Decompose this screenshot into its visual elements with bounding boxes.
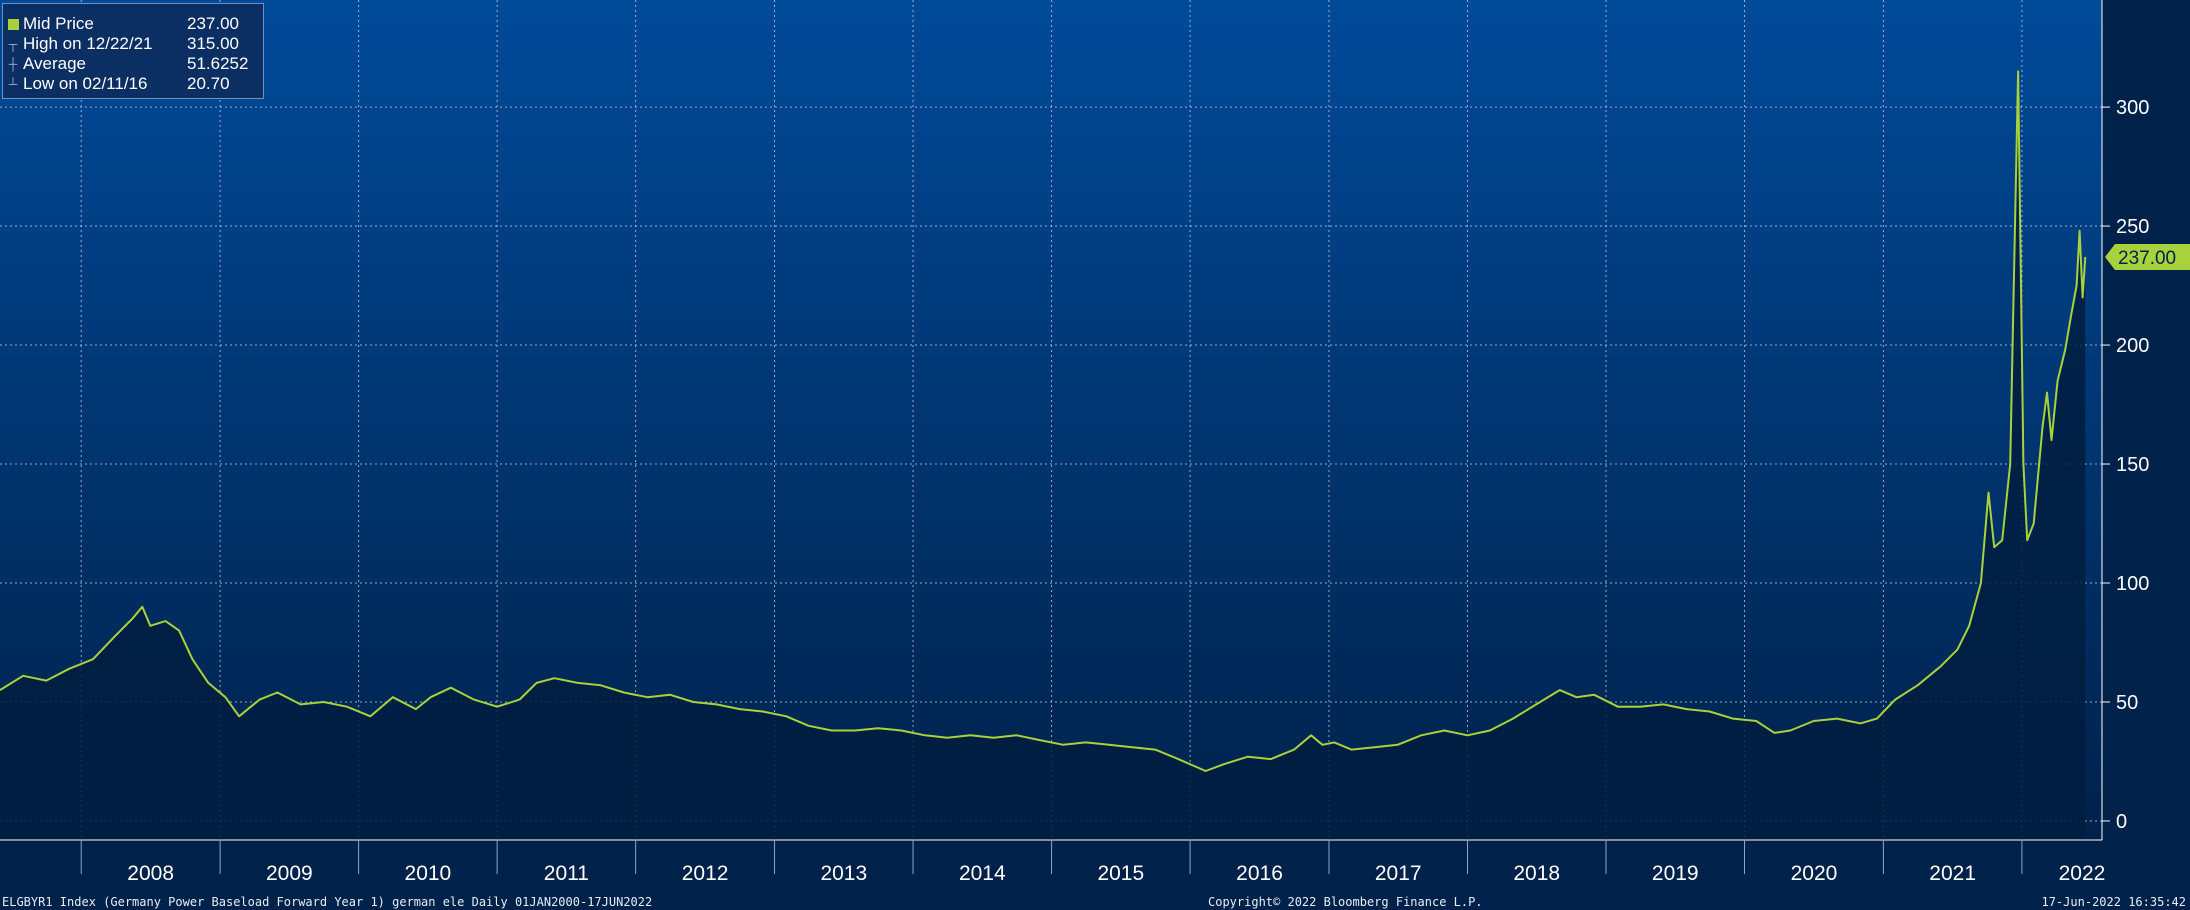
x-tick-label: 2022 <box>2059 862 2106 885</box>
legend-label: High on 12/22/21 <box>23 34 153 53</box>
square-icon <box>7 18 19 30</box>
x-tick-label: 2014 <box>959 862 1006 885</box>
y-tick-label: 100 <box>2116 573 2149 595</box>
ticker-description: ELGBYR1 Index (Germany Power Baseload Fo… <box>2 895 653 909</box>
legend-value: 237.00 <box>187 14 239 33</box>
y-tick-label: 0 <box>2116 811 2127 833</box>
legend-label: Average <box>23 54 87 73</box>
y-tick-label: 50 <box>2116 692 2138 714</box>
x-tick-label: 2021 <box>1929 862 1976 885</box>
footer-bar: ELGBYR1 Index (Germany Power Baseload Fo… <box>0 893 2190 910</box>
y-tick-label: 250 <box>2116 216 2149 238</box>
x-tick-label: 2018 <box>1513 862 1560 885</box>
y-tick-label: 200 <box>2116 335 2149 357</box>
last-value-marker: 237.00 <box>2105 243 2190 270</box>
x-tick-label: 2013 <box>820 862 867 885</box>
series-area-mid-price <box>0 71 2086 840</box>
y-tick-label: 300 <box>2116 97 2149 119</box>
legend-row-mid-price: Mid Price 237.00 <box>7 14 263 34</box>
legend-row-high: ┬ High on 12/22/21 315.00 <box>7 34 263 54</box>
plot-area <box>0 0 2102 840</box>
y-tick-label: 150 <box>2116 454 2149 476</box>
price-line <box>0 70 2087 772</box>
x-tick-label: 2016 <box>1236 862 1283 885</box>
copyright-notice: Copyright© 2022 Bloomberg Finance L.P. <box>1208 895 1483 909</box>
timestamp: 17-Jun-2022 16:35:42 <box>2041 895 2187 909</box>
x-tick-label: 2011 <box>544 862 589 885</box>
legend-value: 20.70 <box>187 74 230 93</box>
x-tick-label: 2009 <box>266 862 313 885</box>
y-axis-ticks: 0 50 100 150 200 250 300 <box>2102 97 2149 833</box>
x-tick-label: 2010 <box>405 862 452 885</box>
average-marker-icon: ┼ <box>8 57 18 71</box>
last-value-label: 237.00 <box>2118 248 2176 269</box>
last-value-badge <box>2105 243 2190 270</box>
legend-label: Low on 02/11/16 <box>23 74 148 93</box>
legend-value: 315.00 <box>187 34 239 53</box>
high-marker-icon: ┬ <box>8 37 18 51</box>
series-line-mid-price <box>0 70 2087 772</box>
x-axis-ticks: 2008 2009 2010 2011 2012 2013 2014 2015 2016 2017… <box>80 840 2106 885</box>
area-fill <box>0 71 2086 840</box>
x-tick-label: 2019 <box>1652 862 1699 885</box>
legend-value: 51.6252 <box>187 54 249 73</box>
legend-box: Mid Price 237.00 ┬ High on 12/22/21 315.… <box>2 3 264 99</box>
legend-row-average: ┼ Average 51.6252 <box>7 54 263 74</box>
x-tick-label: 2020 <box>1791 862 1838 885</box>
legend-label: Mid Price <box>23 14 94 33</box>
x-tick-label: 2015 <box>1097 862 1144 885</box>
x-tick-label: 2012 <box>682 862 729 885</box>
legend-row-low: ┴ Low on 02/11/16 20.70 <box>7 74 263 94</box>
low-marker-icon: ┴ <box>8 77 18 91</box>
x-tick-label: 2017 <box>1375 862 1422 885</box>
x-tick-label: 2008 <box>127 862 174 885</box>
